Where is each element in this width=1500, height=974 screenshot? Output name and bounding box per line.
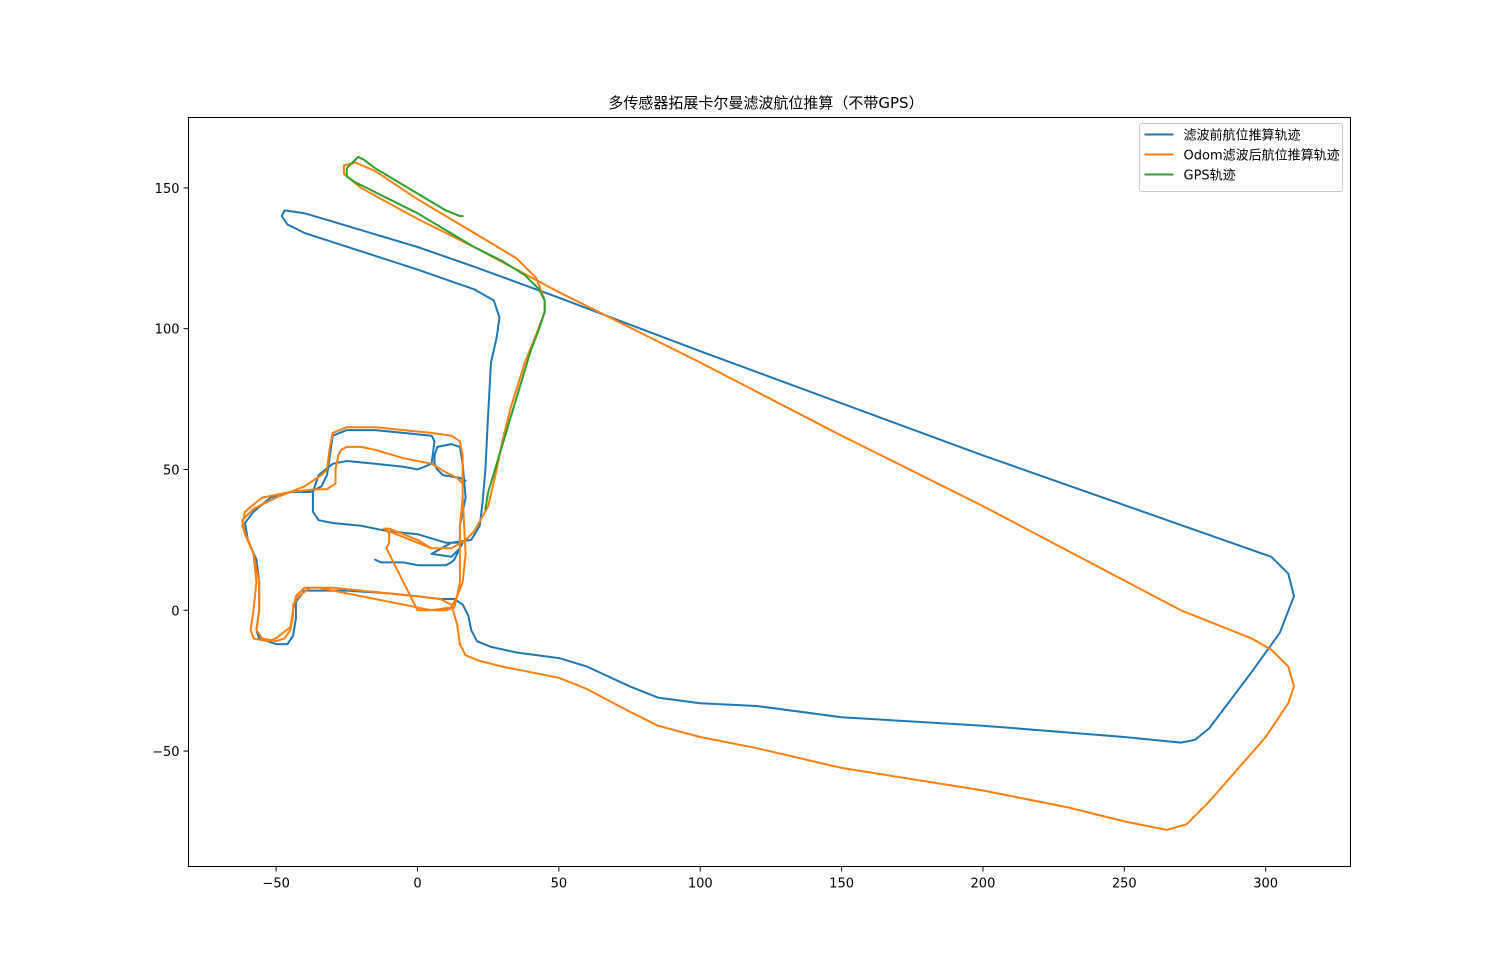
legend-label-3: GPS轨迹 bbox=[1184, 169, 1236, 184]
y-tick-label: 150 bbox=[155, 182, 180, 197]
series-line-1 bbox=[244, 209, 1295, 744]
series-line-2 bbox=[241, 161, 1295, 831]
legend-label-1: 滤波前航位推算轨迹 bbox=[1184, 128, 1301, 144]
chart-title: 多传感器拓展卡尔曼滤波航位推算（不带GPS） bbox=[608, 94, 923, 112]
x-axis: −50 0 50 100 150 200 250 300 bbox=[262, 866, 1278, 892]
x-tick-label: 0 bbox=[413, 877, 421, 892]
series-layer bbox=[241, 155, 1295, 831]
y-tick-label: 0 bbox=[171, 604, 179, 619]
x-tick-label: 100 bbox=[688, 877, 713, 892]
x-tick-label: 50 bbox=[551, 877, 568, 892]
x-tick-label: 300 bbox=[1253, 877, 1278, 892]
y-tick-label: −50 bbox=[152, 745, 179, 760]
y-tick-label: 50 bbox=[163, 463, 180, 478]
x-tick-label: 150 bbox=[829, 877, 854, 892]
x-tick-label: 200 bbox=[971, 877, 996, 892]
x-tick-label: 250 bbox=[1112, 877, 1137, 892]
legend: 滤波前航位推算轨迹 Odom滤波后航位推算轨迹 GPS轨迹 bbox=[1139, 123, 1343, 192]
legend-label-2: Odom滤波后航位推算轨迹 bbox=[1184, 148, 1340, 164]
plot-area-frame bbox=[188, 117, 1351, 867]
legend-box bbox=[1139, 123, 1343, 192]
x-tick-label: −50 bbox=[262, 877, 289, 892]
y-axis: −50 0 50 100 150 bbox=[152, 182, 189, 760]
y-tick-label: 100 bbox=[155, 323, 180, 338]
series-line-3 bbox=[345, 155, 546, 510]
